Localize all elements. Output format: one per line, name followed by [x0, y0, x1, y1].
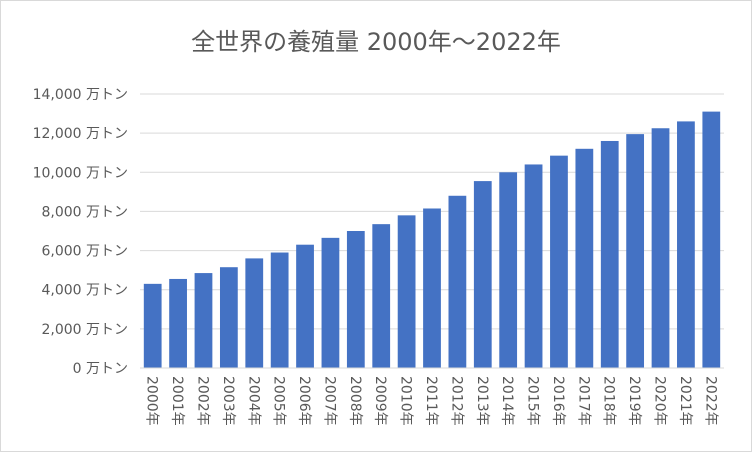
x-tick-label: 2002年 — [194, 376, 210, 426]
x-tick-label: 2001年 — [169, 376, 185, 426]
y-tick-label: 2,000 万トン — [41, 322, 128, 338]
chart-title: 全世界の養殖量 2000年～2022年 — [191, 28, 561, 56]
bar — [346, 231, 365, 368]
x-tick-label: 2003年 — [220, 376, 236, 426]
bar — [473, 181, 492, 368]
bar — [651, 128, 670, 368]
x-tick-label: 2013年 — [474, 376, 490, 426]
x-tick-label: 2018年 — [601, 376, 617, 426]
x-tick-label: 2008年 — [347, 376, 363, 426]
bar — [169, 278, 187, 368]
bar — [677, 121, 695, 369]
bar — [321, 237, 340, 368]
x-tick-label: 2010年 — [398, 376, 414, 426]
bar — [448, 195, 467, 368]
x-tick-label: 2017年 — [575, 376, 591, 426]
x-tick-label: 2015年 — [525, 376, 541, 426]
x-tick-label: 2006年 — [296, 376, 312, 426]
bar — [524, 164, 543, 368]
x-tick-label: 2016年 — [550, 376, 566, 426]
bar — [423, 208, 441, 368]
x-tick-label: 2021年 — [677, 376, 693, 426]
bar — [702, 111, 721, 368]
bar — [626, 134, 645, 368]
bar — [397, 215, 416, 368]
bar — [600, 140, 619, 368]
bar — [245, 258, 264, 368]
bar — [499, 172, 518, 368]
y-tick-label: 0 万トン — [73, 361, 128, 377]
y-tick-label: 8,000 万トン — [41, 204, 128, 220]
x-tick-label: 2019年 — [626, 376, 642, 426]
x-tick-label: 2014年 — [499, 376, 515, 426]
y-tick-label: 12,000 万トン — [33, 126, 128, 142]
x-tick-label: 2005年 — [271, 376, 287, 426]
x-tick-label: 2020年 — [652, 376, 668, 426]
bar — [372, 224, 391, 368]
bar — [550, 155, 568, 368]
y-tick-label: 14,000 万トン — [33, 87, 128, 103]
y-tick-label: 6,000 万トン — [41, 244, 128, 260]
y-tick-label: 4,000 万トン — [41, 283, 128, 299]
x-tick-label: 2000年 — [144, 376, 160, 426]
x-tick-label: 2022年 — [702, 376, 718, 426]
bar — [296, 244, 314, 368]
y-tick-label: 10,000 万トン — [33, 165, 128, 181]
x-tick-label: 2009年 — [372, 376, 388, 426]
x-tick-label: 2004年 — [245, 376, 261, 426]
x-tick-label: 2007年 — [321, 376, 337, 426]
x-tick-label: 2012年 — [448, 376, 464, 426]
bar — [219, 267, 238, 368]
bar — [143, 283, 162, 368]
bar — [270, 252, 289, 368]
bar — [194, 273, 213, 368]
x-tick-label: 2011年 — [423, 376, 439, 426]
bar — [575, 148, 594, 368]
